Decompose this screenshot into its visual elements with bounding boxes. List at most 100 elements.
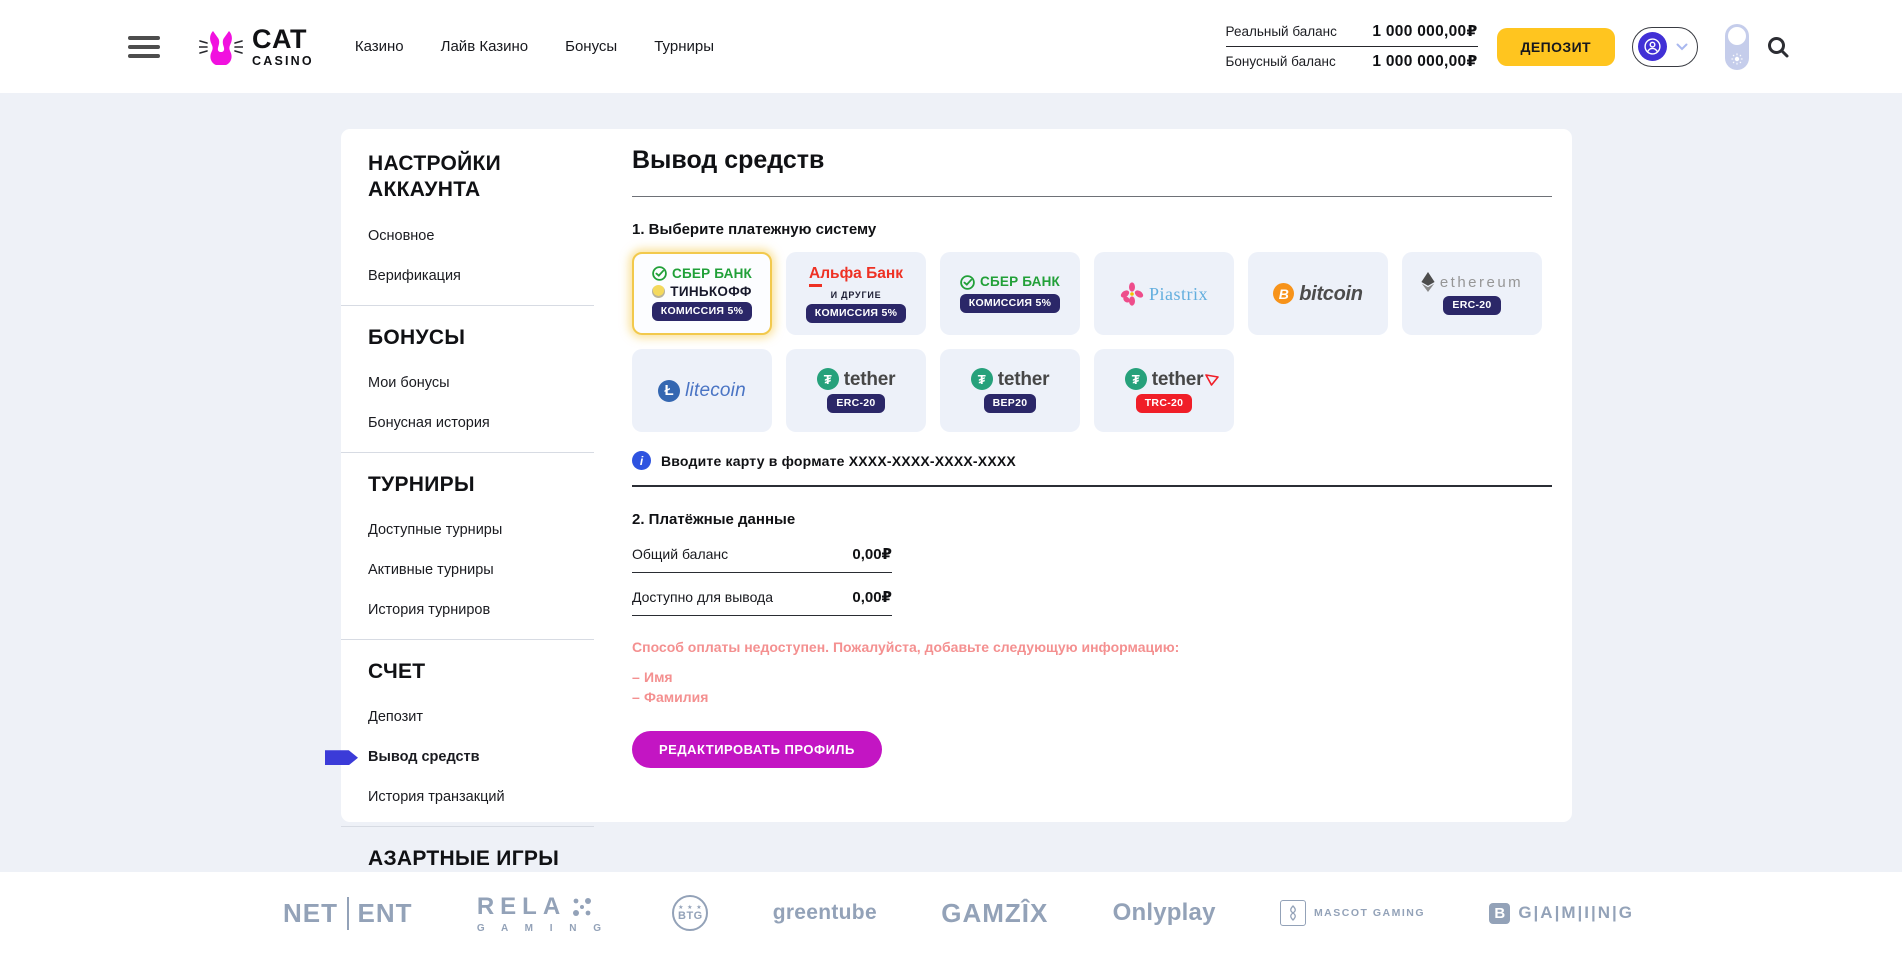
nav-item-casino[interactable]: Казино — [354, 38, 404, 55]
sidebar-item-available-tournaments[interactable]: Доступные турниры — [368, 522, 503, 538]
hamburger-menu-icon[interactable] — [128, 35, 160, 58]
sidebar-section-title-gambling: АЗАРТНЫЕ ИГРЫ — [368, 847, 560, 871]
sidebar-section-title-settings: НАСТРОЙКИ АККАУНТА — [368, 152, 502, 202]
network-badge-erc20: ERC-20 — [1443, 296, 1501, 315]
active-item-indicator — [325, 750, 358, 766]
btg-stars: ★ ★ ★ — [678, 904, 703, 911]
search-button[interactable] — [1766, 35, 1790, 59]
mascot-gaming-text: MASCOT GAMING — [1313, 907, 1426, 919]
provider-logo-onlyplay: Onlyplay — [1112, 899, 1216, 926]
relax-text: RELA — [476, 892, 567, 920]
alfabank-label: Альфа Банк — [809, 264, 903, 287]
nav-item-bonuses[interactable]: Бонусы — [565, 38, 618, 55]
real-balance-value: 1 000 000,00₽ — [1372, 23, 1478, 40]
sberbank-label: СБЕР БАНК — [980, 274, 1060, 290]
sidebar-section-title-tournaments: ТУРНИРЫ — [368, 472, 475, 496]
main-nav: Казино Лайв Казино Бонусы Турниры — [355, 38, 714, 55]
sberbank-icon — [652, 265, 667, 281]
payment-method-piastrix[interactable]: Piastrix — [1094, 252, 1234, 335]
alfabank-others-label: И ДРУГИЕ — [830, 289, 882, 300]
sidebar-section-title-account: СЧЕТ — [368, 660, 426, 683]
sidebar-item-main[interactable]: Основное — [368, 227, 435, 244]
provider-logo-greentube: greentube — [772, 901, 877, 924]
payment-method-tether-trc20[interactable]: ₮ tether TRC-20 — [1094, 349, 1234, 432]
tinkoff-label: ТИНЬКОФФ — [670, 283, 752, 299]
piastrix-flower-icon — [1120, 281, 1144, 306]
btg-text: BTG — [678, 909, 703, 922]
toggle-knob — [1728, 26, 1746, 45]
sidebar-item-withdrawal-label: Вывод средств — [368, 749, 480, 766]
bitcoin-icon: B — [1273, 283, 1295, 304]
sidebar-divider — [341, 451, 594, 453]
tether-icon: ₮ — [816, 368, 839, 390]
card-format-text: Вводите карту в формате ХХХХ-ХХХХ-ХХХХ-Х… — [661, 452, 1016, 469]
sidebar-item-bonus-history[interactable]: Бонусная история — [368, 414, 490, 431]
sidebar-section-title-bonuses: БОНУСЫ — [368, 325, 466, 349]
payment-method-bitcoin[interactable]: B bitcoin — [1248, 252, 1388, 335]
payment-method-sber-bank[interactable]: СБЕР БАНК КОМИССИЯ 5% — [940, 252, 1080, 335]
sun-icon — [1731, 52, 1743, 65]
payment-method-sber-tinkoff[interactable]: СБЕР БАНК ТИНЬКОФФ КОМИССИЯ 5% — [632, 252, 772, 335]
sidebar-item-transaction-history[interactable]: История транзакций — [368, 789, 505, 806]
available-balance-value: 0,00₽ — [852, 589, 892, 606]
user-icon — [1644, 38, 1661, 55]
relax-dotted-x-icon — [573, 897, 592, 916]
tinkoff-icon — [652, 285, 666, 298]
mascot-ornament-icon — [1279, 900, 1306, 926]
provider-logo-btg: ★ ★ ★ BTG — [672, 895, 709, 931]
section-divider — [632, 485, 1552, 487]
sberbank-label: СБЕР БАНК — [672, 265, 752, 281]
withdrawal-content: Вывод средств 1. Выберите платежную сист… — [594, 129, 1589, 822]
cat-logo-icon — [199, 30, 243, 65]
edit-profile-button[interactable]: РЕДАКТИРОВАТЬ ПРОФИЛЬ — [632, 730, 882, 768]
available-balance-label: Доступно для вывода — [632, 589, 774, 605]
payment-method-tether-erc20[interactable]: ₮ tether ERC-20 — [786, 349, 926, 432]
sidebar-item-tournament-history[interactable]: История турниров — [368, 602, 491, 618]
real-balance-row: Реальный баланс 1 000 000,00₽ — [1226, 22, 1478, 41]
card-format-note: i Вводите карту в формате ХХХХ-ХХХХ-ХХХХ… — [632, 451, 1552, 470]
commission-badge: КОМИССИЯ 5% — [959, 293, 1061, 313]
bitcoin-label: bitcoin — [1299, 282, 1363, 305]
sidebar-divider — [341, 826, 594, 828]
network-badge-trc20: TRC-20 — [1135, 394, 1193, 413]
sidebar-item-verification[interactable]: Верификация — [368, 267, 461, 284]
commission-badge: КОМИССИЯ 5% — [805, 303, 907, 323]
account-sidebar: НАСТРОЙКИ АККАУНТА Основное Верификация … — [325, 129, 594, 913]
nav-item-tournaments[interactable]: Турниры — [654, 38, 714, 55]
nav-item-live-casino[interactable]: Лайв Казино — [440, 38, 529, 55]
payment-method-alfa-bank[interactable]: Альфа Банк И ДРУГИЕ КОМИССИЯ 5% — [786, 252, 926, 335]
litecoin-icon: Ł — [658, 379, 681, 402]
tether-label: tether — [997, 368, 1050, 390]
deposit-button[interactable]: ДЕПОЗИТ — [1496, 27, 1615, 66]
bgaming-text: G|A|M|I|N|G — [1518, 903, 1634, 922]
payment-method-litecoin[interactable]: Ł litecoin — [632, 349, 772, 432]
payment-method-ethereum[interactable]: ethereum ERC-20 — [1402, 252, 1542, 335]
step1-label: 1. Выберите платежную систему — [632, 221, 877, 238]
tether-icon: ₮ — [970, 368, 993, 390]
sidebar-item-deposit[interactable]: Депозит — [368, 709, 424, 726]
sidebar-item-my-bonuses[interactable]: Мои бонусы — [368, 374, 450, 391]
bonus-balance-label: Бонусный баланс — [1225, 54, 1336, 69]
piastrix-label: Piastrix — [1148, 283, 1208, 304]
provider-logo-bgaming: B G|A|M|I|N|G — [1489, 902, 1634, 924]
profile-dropdown[interactable] — [1632, 26, 1698, 67]
missing-fields-list: Имя Фамилия — [632, 667, 1552, 708]
payment-unavailable-message: Способ оплаты недоступен. Пожалуйста, до… — [632, 639, 1180, 655]
brand-logo[interactable]: CAT CASINO — [199, 25, 314, 69]
sidebar-item-active-tournaments[interactable]: Активные турниры — [368, 562, 494, 578]
network-badge-erc20: ERC-20 — [827, 394, 885, 413]
netent-text: ENT — [357, 897, 413, 928]
available-balance-row: Доступно для вывода 0,00₽ — [632, 588, 892, 616]
relax-gaming-subtext: G A M I N G — [476, 922, 609, 934]
total-balance-row: Общий баланс 0,00₽ — [632, 545, 892, 573]
title-divider — [632, 196, 1552, 197]
theme-toggle[interactable] — [1725, 23, 1749, 70]
sberbank-icon — [960, 274, 975, 290]
top-header: CAT CASINO Казино Лайв Казино Бонусы Тур… — [0, 0, 1902, 93]
provider-logo-mascot-gaming: MASCOT GAMING — [1279, 900, 1426, 926]
missing-field-last-name: Фамилия — [632, 687, 1552, 708]
account-panel: НАСТРОЙКИ АККАУНТА Основное Верификация … — [325, 129, 1572, 913]
payment-method-tether-bep20[interactable]: ₮ tether BEP20 — [940, 349, 1080, 432]
sidebar-item-withdrawal[interactable]: Вывод средств — [325, 749, 594, 766]
sidebar-divider — [341, 304, 594, 306]
